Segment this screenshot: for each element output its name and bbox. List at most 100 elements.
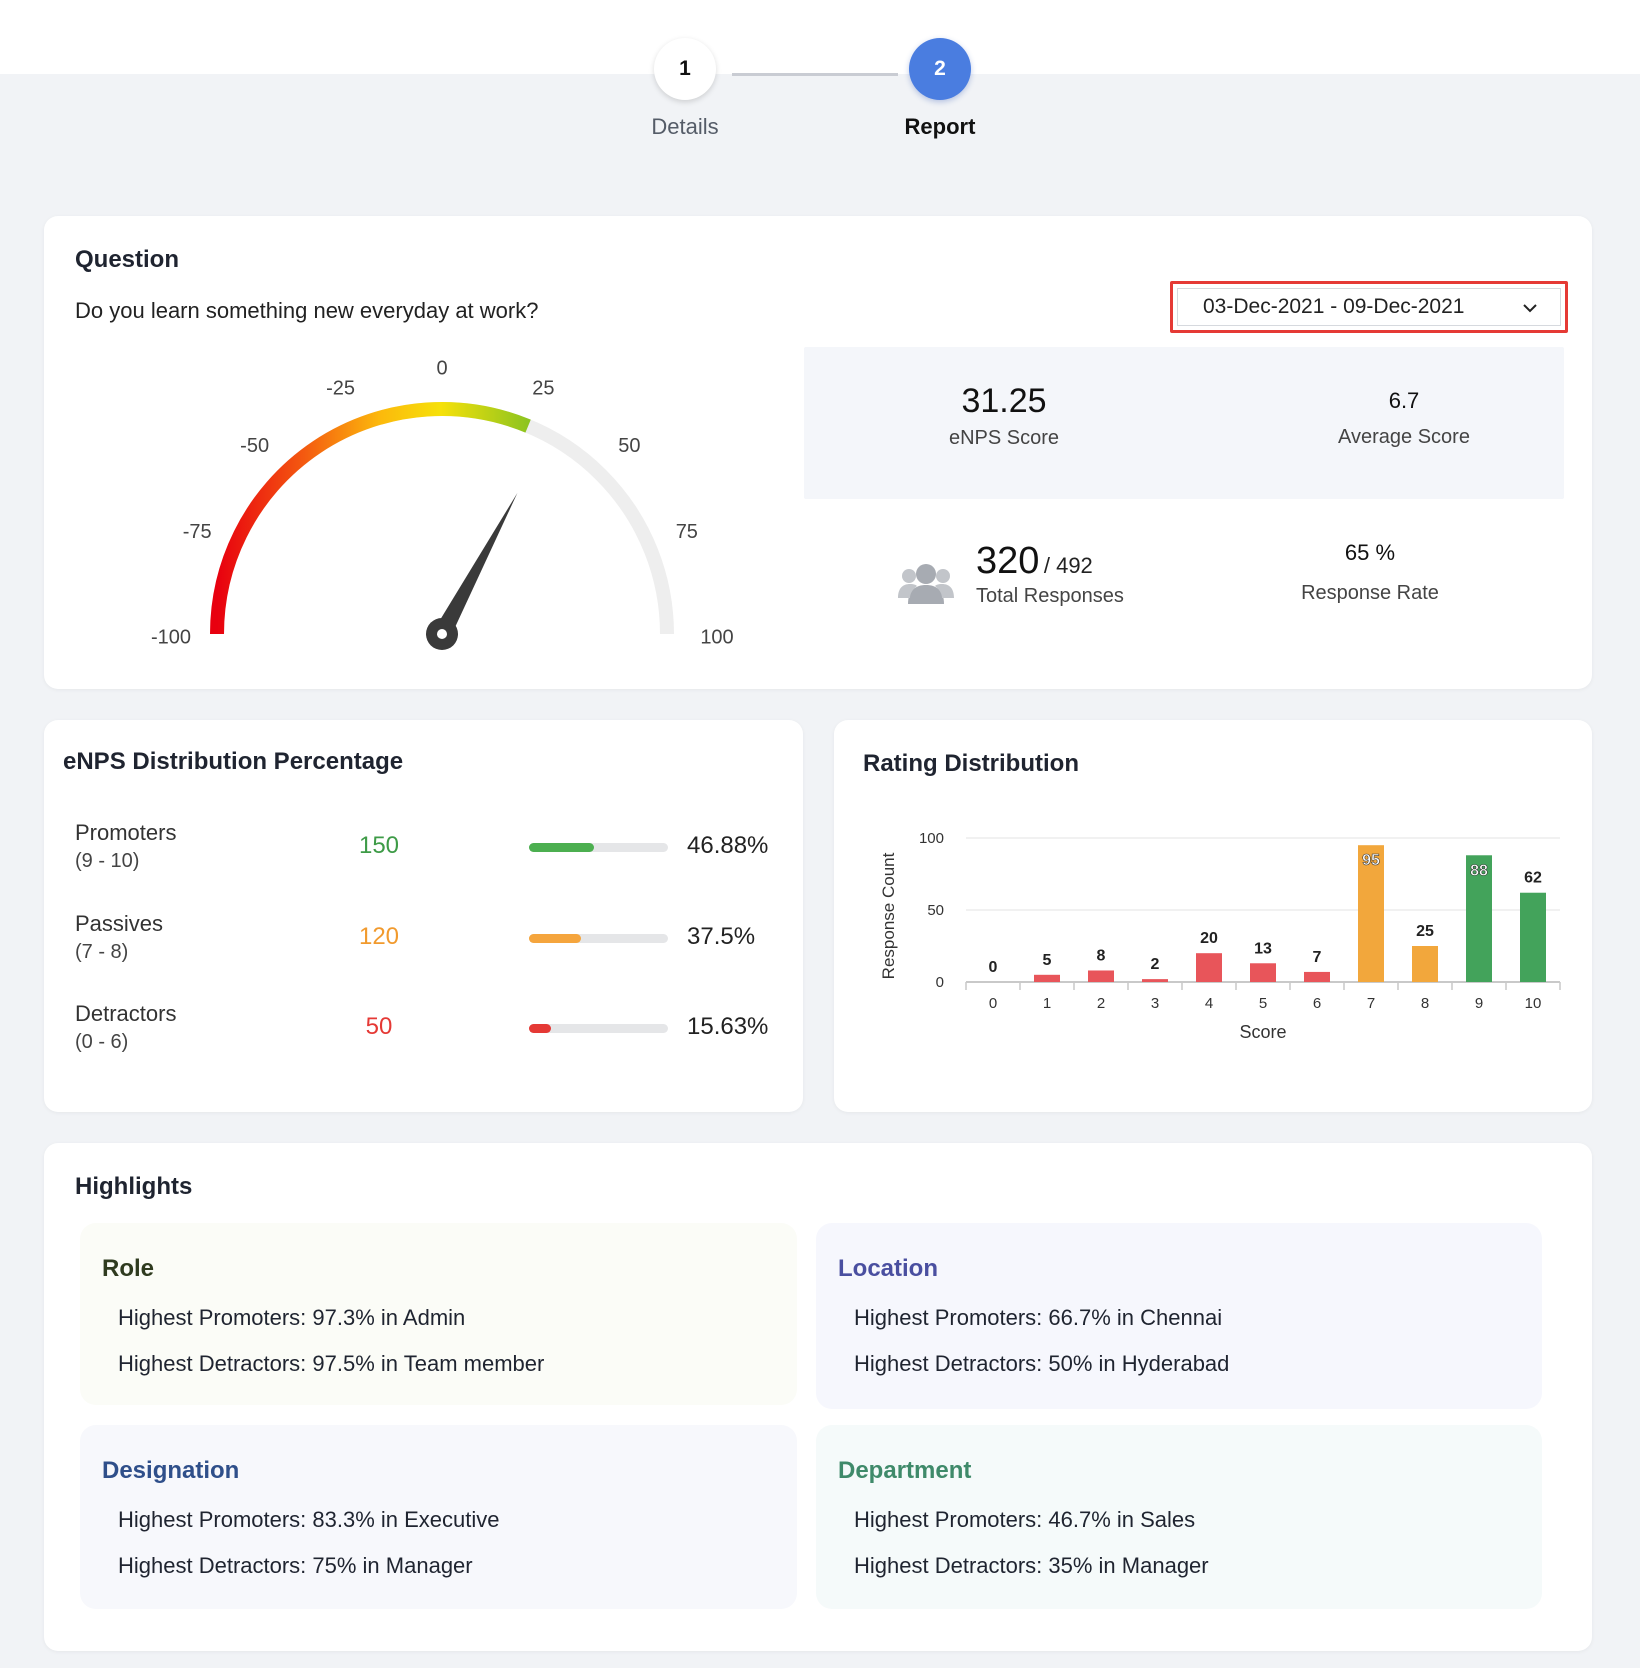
distribution-progress-bar [529, 934, 668, 943]
gauge-tick-label: 100 [700, 626, 733, 648]
y-axis-title: Response Count [879, 852, 898, 979]
distribution-name: Detractors [75, 1001, 177, 1026]
distribution-count: 120 [358, 923, 400, 950]
stepper: 1 Details 2 Report [0, 0, 1640, 160]
question-text: Do you learn something new everyday at w… [75, 298, 539, 323]
x-tick-label: 10 [1525, 995, 1542, 1012]
highlight-role: Role Highest Promoters: 97.3% in Admin H… [80, 1223, 797, 1405]
enps-distribution-card: eNPS Distribution Percentage Promoters (… [44, 720, 803, 1112]
distribution-progress-bar [529, 1024, 668, 1033]
gauge-track [210, 402, 674, 635]
highlight-location-title: Location [838, 1255, 938, 1282]
distribution-percent: 37.5% [687, 923, 756, 950]
x-tick-label: 5 [1259, 995, 1267, 1012]
bar-score-7 [1358, 845, 1384, 982]
chevron-down-icon [1523, 304, 1537, 313]
highlight-promoters: Highest Promoters: 46.7% in Sales [854, 1507, 1196, 1532]
bar-score-3 [1142, 979, 1168, 982]
highlight-location: Location Highest Promoters: 66.7% in Che… [816, 1223, 1542, 1409]
highlight-department: Department Highest Promoters: 46.7% in S… [816, 1425, 1542, 1609]
highlight-department-title: Department [838, 1457, 972, 1484]
date-range-inner-border [1177, 288, 1561, 326]
highlight-detractors: Highest Detractors: 35% in Manager [854, 1553, 1209, 1578]
gauge-needle [434, 492, 518, 639]
step-label: Report [904, 114, 976, 139]
highlight-detractors: Highest Detractors: 75% in Manager [118, 1553, 473, 1578]
distribution-range: (0 - 6) [75, 1031, 129, 1053]
bar-score-9 [1466, 855, 1492, 982]
x-tick-label: 8 [1421, 995, 1429, 1012]
top-bar [0, 0, 1640, 74]
distribution-row-detractors: Detractors (0 - 6) 50 15.63% [44, 1001, 803, 1061]
step-report[interactable]: 2 Report [860, 38, 1020, 140]
gauge-colored-arc [210, 402, 531, 635]
bar-data-label: 25 [1416, 923, 1434, 940]
rating-distribution-title: Rating Distribution [863, 750, 1079, 777]
bar-score-6 [1304, 971, 1330, 982]
bar-score-4 [1196, 953, 1222, 982]
total-invited-value: / 492 [1043, 553, 1093, 578]
step-number: 1 [654, 38, 716, 100]
bar-data-label: 8 [1097, 947, 1106, 964]
highlight-detractors: Highest Detractors: 50% in Hyderabad [854, 1351, 1230, 1376]
distribution-progress-fill [529, 1024, 551, 1033]
bar-score-10 [1520, 892, 1546, 982]
highlights-title: Highlights [75, 1173, 193, 1200]
bar-score-1 [1034, 974, 1060, 982]
distribution-name: Promoters [75, 820, 177, 845]
response-rate-value: 65 % [1344, 540, 1396, 565]
x-tick-label: 1 [1043, 995, 1051, 1012]
bar-data-label: 62 [1524, 870, 1542, 887]
gauge-tick-label: 50 [618, 435, 640, 457]
gauge-tick-label: -75 [183, 521, 212, 543]
x-tick-label: 0 [989, 995, 997, 1012]
bar-data-label: 2 [1151, 956, 1160, 973]
highlight-promoters: Highest Promoters: 83.3% in Executive [118, 1507, 500, 1532]
distribution-count: 150 [358, 832, 400, 859]
enps-distribution-title: eNPS Distribution Percentage [63, 748, 404, 775]
distribution-row-promoters: Promoters (9 - 10) 150 46.88% [44, 820, 803, 880]
step-label: Details [651, 114, 719, 139]
bar-data-label: 95 [1362, 852, 1380, 869]
bar-data-label: 13 [1254, 940, 1272, 957]
total-responses-label: Total Responses [976, 585, 1124, 607]
gauge-tick-label: 75 [676, 521, 698, 543]
highlight-promoters: Highest Promoters: 66.7% in Chennai [854, 1305, 1223, 1330]
bar-data-label: 7 [1313, 949, 1322, 966]
enps-gauge: -100 -75 -50 -25 0 25 50 75 100 [151, 357, 734, 650]
gauge-tick-label: 25 [532, 377, 554, 399]
average-score-label: Average Score [1338, 426, 1470, 448]
distribution-count: 50 [365, 1013, 393, 1040]
distribution-range: (9 - 10) [75, 850, 140, 872]
distribution-percent: 46.88% [687, 832, 769, 859]
date-range-value: 03-Dec-2021 - 09-Dec-2021 [1203, 295, 1465, 318]
total-responses-stat: 320 / 492 Total Responses [976, 540, 1124, 608]
distribution-progress-fill [529, 843, 595, 852]
highlight-promoters: Highest Promoters: 97.3% in Admin [118, 1305, 466, 1330]
gauge-tick-label: -25 [326, 377, 355, 399]
y-tick-label: 0 [936, 974, 944, 991]
distribution-row-passives: Passives (7 - 8) 120 37.5% [44, 911, 803, 971]
enps-score-label: eNPS Score [948, 427, 1060, 449]
y-tick-label: 100 [919, 830, 944, 847]
distribution-progress-fill [529, 934, 582, 943]
average-score-stat: 6.7 Average Score [1304, 388, 1504, 449]
step-connector [732, 73, 898, 76]
x-tick-label: 6 [1313, 995, 1321, 1012]
step-details[interactable]: 1 Details [605, 38, 765, 140]
bar-data-label: 20 [1200, 930, 1218, 947]
bar-data-label: 88 [1470, 862, 1488, 879]
highlight-role-title: Role [102, 1255, 155, 1282]
bar-score-5 [1250, 963, 1276, 982]
rating-bar-chart: 0 50 100 0 0 1 5 2 8 3 2 4 20 5 13 6 7 7 95 8 25 9 88 10 62 Score… [879, 830, 1561, 1042]
enps-score-value: 31.25 [961, 382, 1047, 420]
highlight-detractors: Highest Detractors: 97.5% in Team member [118, 1351, 545, 1376]
response-rate-label: Response Rate [1301, 582, 1439, 604]
date-range-dropdown[interactable]: 03-Dec-2021 - 09-Dec-2021 [1170, 281, 1568, 333]
x-tick-label: 4 [1205, 995, 1213, 1012]
x-tick-label: 9 [1475, 995, 1483, 1012]
bar-score-2 [1088, 970, 1114, 982]
gauge-tick-label: 0 [436, 357, 447, 379]
distribution-progress-bar [529, 843, 668, 852]
y-tick-label: 50 [927, 902, 944, 919]
